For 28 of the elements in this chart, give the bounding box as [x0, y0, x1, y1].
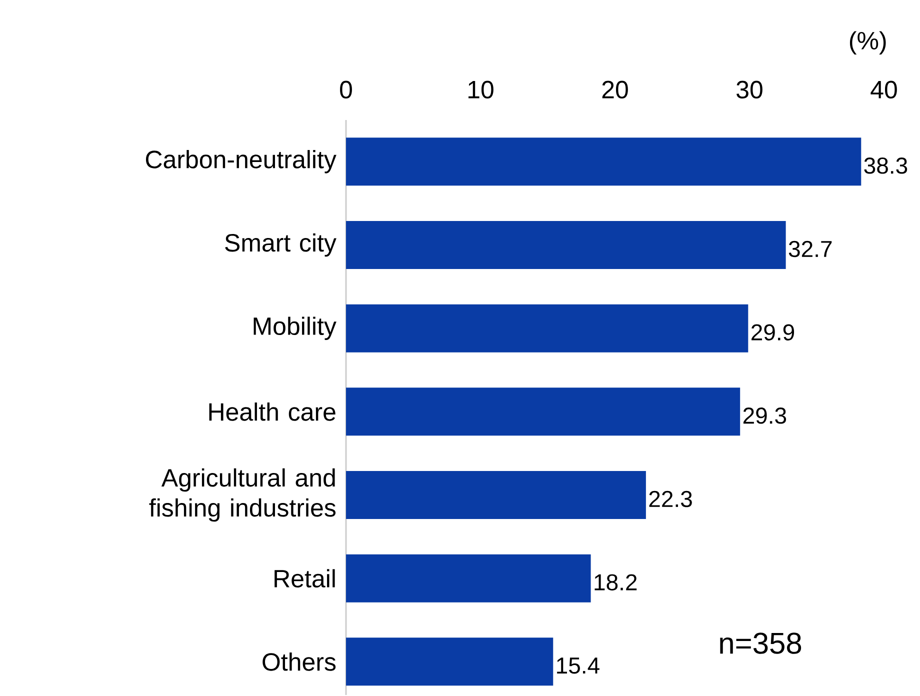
x-tick-label: 10	[468, 80, 494, 99]
y-tick-label: Smart city	[225, 233, 336, 257]
data-label: 38.3	[864, 158, 908, 174]
x-tick-label: 40	[870, 80, 897, 99]
data-label: 29.9	[752, 324, 794, 341]
bar	[346, 138, 862, 186]
annotation: n=358	[720, 632, 802, 654]
bar	[346, 554, 591, 602]
y-tick-label: Carbon-neutrality	[146, 150, 336, 174]
data-label: 15.4	[557, 658, 600, 674]
bar	[346, 471, 646, 520]
bar	[346, 304, 748, 352]
y-tick-label: Mobility	[254, 316, 336, 340]
data-label: 22.3	[649, 490, 692, 508]
bar	[346, 221, 786, 270]
data-label: 29.3	[743, 408, 786, 424]
data-label: 18.2	[594, 574, 637, 591]
y-tick-label: Health care	[209, 402, 336, 421]
x-tick-label: 30	[736, 80, 762, 99]
bar	[346, 638, 554, 686]
x-tick-label: 20	[602, 80, 628, 99]
y-tick-label: Retail	[274, 569, 335, 588]
y-tick-label: Others	[262, 652, 336, 671]
data-label: 32.7	[788, 240, 832, 258]
bar	[346, 388, 740, 436]
x-tick-label: 0	[340, 80, 352, 99]
x-axis-title: (%)	[850, 31, 886, 55]
y-tick-label: Agricultural and fishing industries	[149, 468, 336, 522]
